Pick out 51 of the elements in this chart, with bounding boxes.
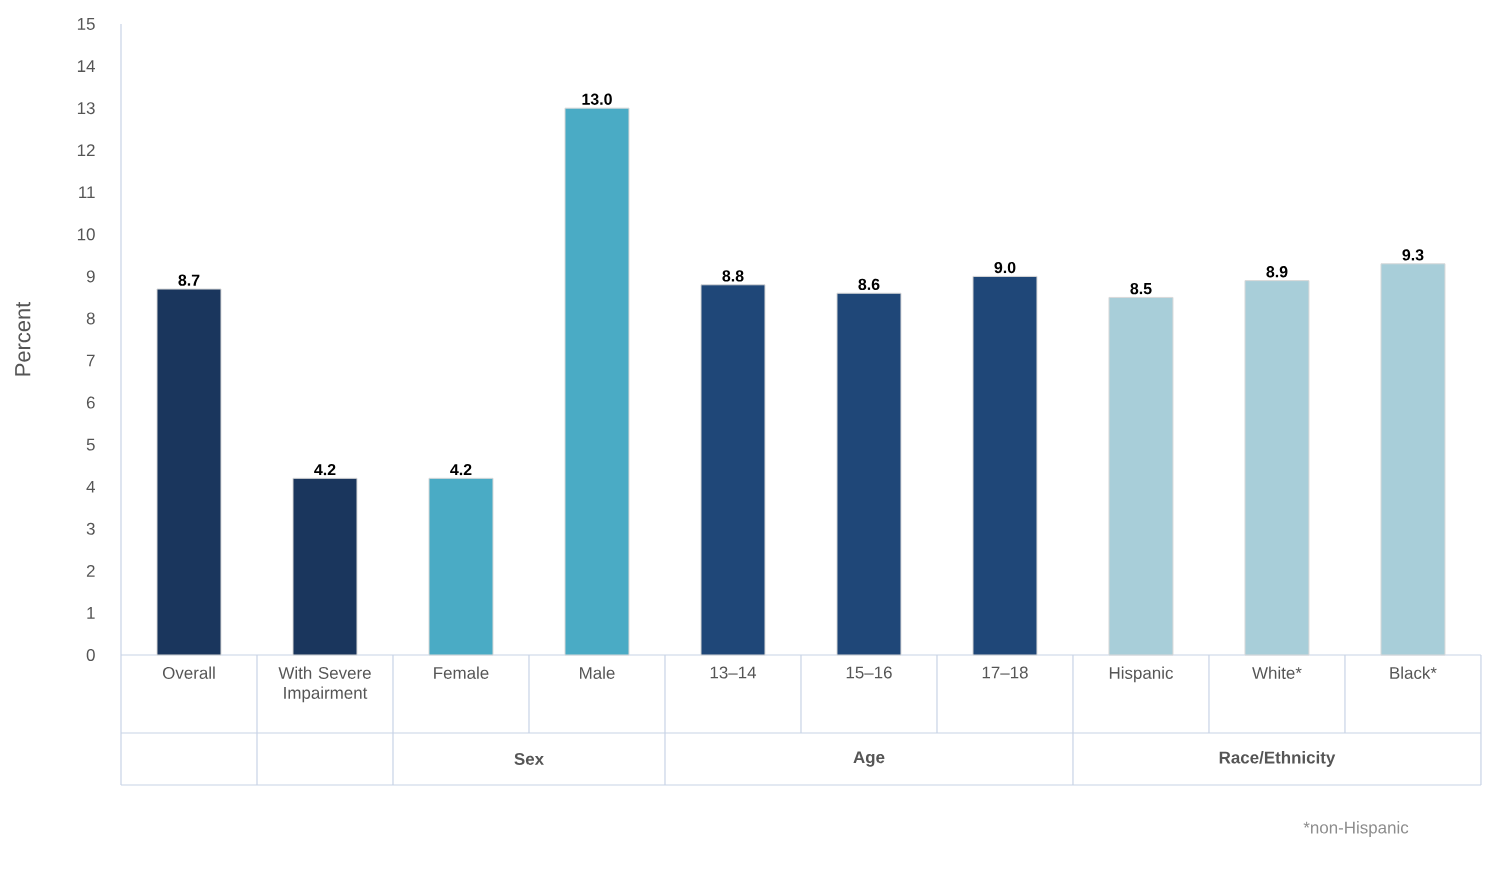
data-label: 13.0 <box>582 93 612 105</box>
bar <box>1244 280 1310 656</box>
y-tick-label: 3 <box>86 522 95 535</box>
y-tick-label: 0 <box>86 649 95 661</box>
data-label: 8.7 <box>178 274 200 286</box>
y-tick-label: 1 <box>87 607 95 619</box>
y-tick-label: 9 <box>86 270 95 283</box>
bar <box>700 284 766 656</box>
y-tick-label: 12 <box>77 144 95 157</box>
x-tick-label: Male <box>580 666 615 679</box>
x-tick-label: 15–16 <box>846 666 892 679</box>
y-tick-label: 5 <box>86 438 95 451</box>
bar <box>972 275 1038 656</box>
y-tick-label: 11 <box>79 186 95 199</box>
y-tick-label: 7 <box>86 354 95 367</box>
bar <box>428 477 494 656</box>
y-tick-label: 8 <box>86 312 95 325</box>
text: *non-Hispanic <box>1303 821 1409 837</box>
data-label: 4.2 <box>314 463 336 476</box>
data-label: 9.0 <box>994 261 1016 274</box>
x-tick-label: White* <box>1252 666 1302 679</box>
y-axis-title: Percent <box>15 301 31 376</box>
data-label: 4.2 <box>450 463 472 476</box>
bar <box>1380 263 1446 656</box>
bar <box>1108 296 1174 656</box>
x-tick-label: 17–18 <box>982 666 1028 679</box>
y-tick-label: 14 <box>77 60 95 72</box>
data-label: 8.6 <box>858 278 880 291</box>
y-tick-label: 15 <box>77 18 95 30</box>
y-tick-label: 10 <box>77 228 95 241</box>
bar <box>156 288 222 656</box>
x-tick-label: 13–14 <box>710 666 757 679</box>
bar <box>836 292 902 656</box>
y-tick-label: 2 <box>86 564 95 577</box>
data-label: 8.9 <box>1266 266 1288 278</box>
y-tick-label: 6 <box>86 396 95 409</box>
y-tick-label: 4 <box>86 480 95 493</box>
x-tick-label: Hispanic <box>1109 666 1173 683</box>
x-tick-label: Black* <box>1390 666 1437 679</box>
bar <box>292 477 358 656</box>
y-tick-label: 13 <box>77 102 95 115</box>
bar <box>564 107 630 656</box>
x-tick-label: Female <box>434 666 489 679</box>
data-label: 8.5 <box>1130 282 1152 295</box>
data-label: 9.3 <box>1402 249 1424 261</box>
text: Sex <box>514 753 544 765</box>
data-label: 8.8 <box>722 270 744 282</box>
x-tick-label: With Severe Impairment <box>278 666 371 703</box>
text: Race/Ethnicity <box>1219 751 1336 767</box>
text: Age <box>853 751 885 767</box>
x-tick-label: Overall <box>162 666 215 679</box>
